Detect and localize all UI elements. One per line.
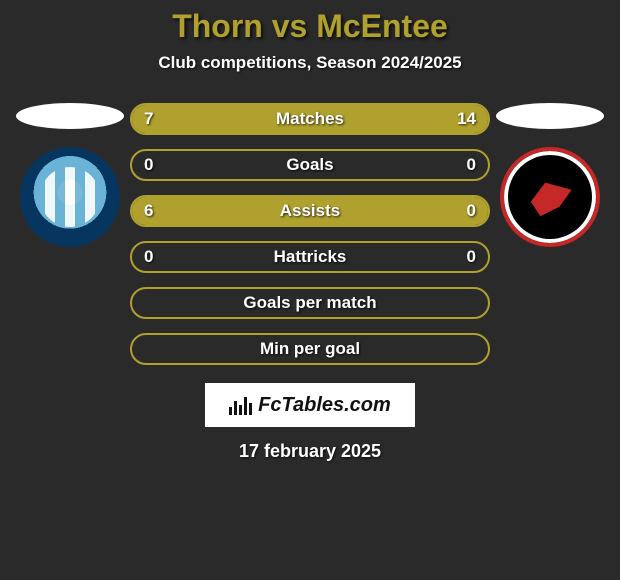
main-row: Matches714Goals00Assists60Hattricks00Goa… bbox=[0, 103, 620, 365]
player2-name: McEntee bbox=[316, 8, 448, 44]
stat-label: Assists bbox=[280, 201, 340, 221]
stat-label: Min per goal bbox=[260, 339, 360, 359]
stat-value-right: 0 bbox=[467, 155, 476, 175]
comparison-card: Thorn vs McEntee Club competitions, Seas… bbox=[0, 0, 620, 462]
stat-bar: Goals 0 0 bbox=[130, 149, 490, 181]
player1-club-crest-icon bbox=[20, 147, 120, 247]
stat-bar: Hattricks 0 0 bbox=[130, 241, 490, 273]
stat-value-left: 0 bbox=[144, 155, 153, 175]
vs-text: vs bbox=[272, 8, 308, 44]
footer-date: 17 february 2025 bbox=[239, 441, 381, 462]
brand-text: FcTables.com bbox=[258, 394, 391, 417]
stat-value-left: 7 bbox=[144, 109, 153, 129]
stat-bar: Goals per match bbox=[130, 287, 490, 319]
bars-icon bbox=[229, 395, 252, 415]
stat-label: Goals per match bbox=[243, 293, 376, 313]
stat-label: Goals bbox=[286, 155, 333, 175]
player1-name: Thorn bbox=[172, 8, 263, 44]
stat-label: Hattricks bbox=[274, 247, 347, 267]
player2-name-plate bbox=[496, 103, 604, 129]
stat-value-right: 0 bbox=[467, 201, 476, 221]
subtitle: Club competitions, Season 2024/2025 bbox=[158, 53, 461, 73]
brand-logo: FcTables.com bbox=[205, 383, 415, 427]
stat-bar: Min per goal bbox=[130, 333, 490, 365]
stat-value-right: 14 bbox=[457, 109, 476, 129]
stat-label: Matches bbox=[276, 109, 344, 129]
player2-club-crest-icon bbox=[500, 147, 600, 247]
right-column bbox=[490, 103, 610, 247]
stat-value-right: 0 bbox=[467, 247, 476, 267]
stat-bar: Assists 6 0 bbox=[130, 195, 490, 227]
player1-name-plate bbox=[16, 103, 124, 129]
page-title: Thorn vs McEntee bbox=[172, 8, 448, 45]
stats-bars: Matches714Goals00Assists60Hattricks00Goa… bbox=[130, 103, 490, 365]
left-column bbox=[10, 103, 130, 247]
stat-value-left: 0 bbox=[144, 247, 153, 267]
stat-bar: Matches 7 14 bbox=[130, 103, 490, 135]
stat-value-left: 6 bbox=[144, 201, 153, 221]
